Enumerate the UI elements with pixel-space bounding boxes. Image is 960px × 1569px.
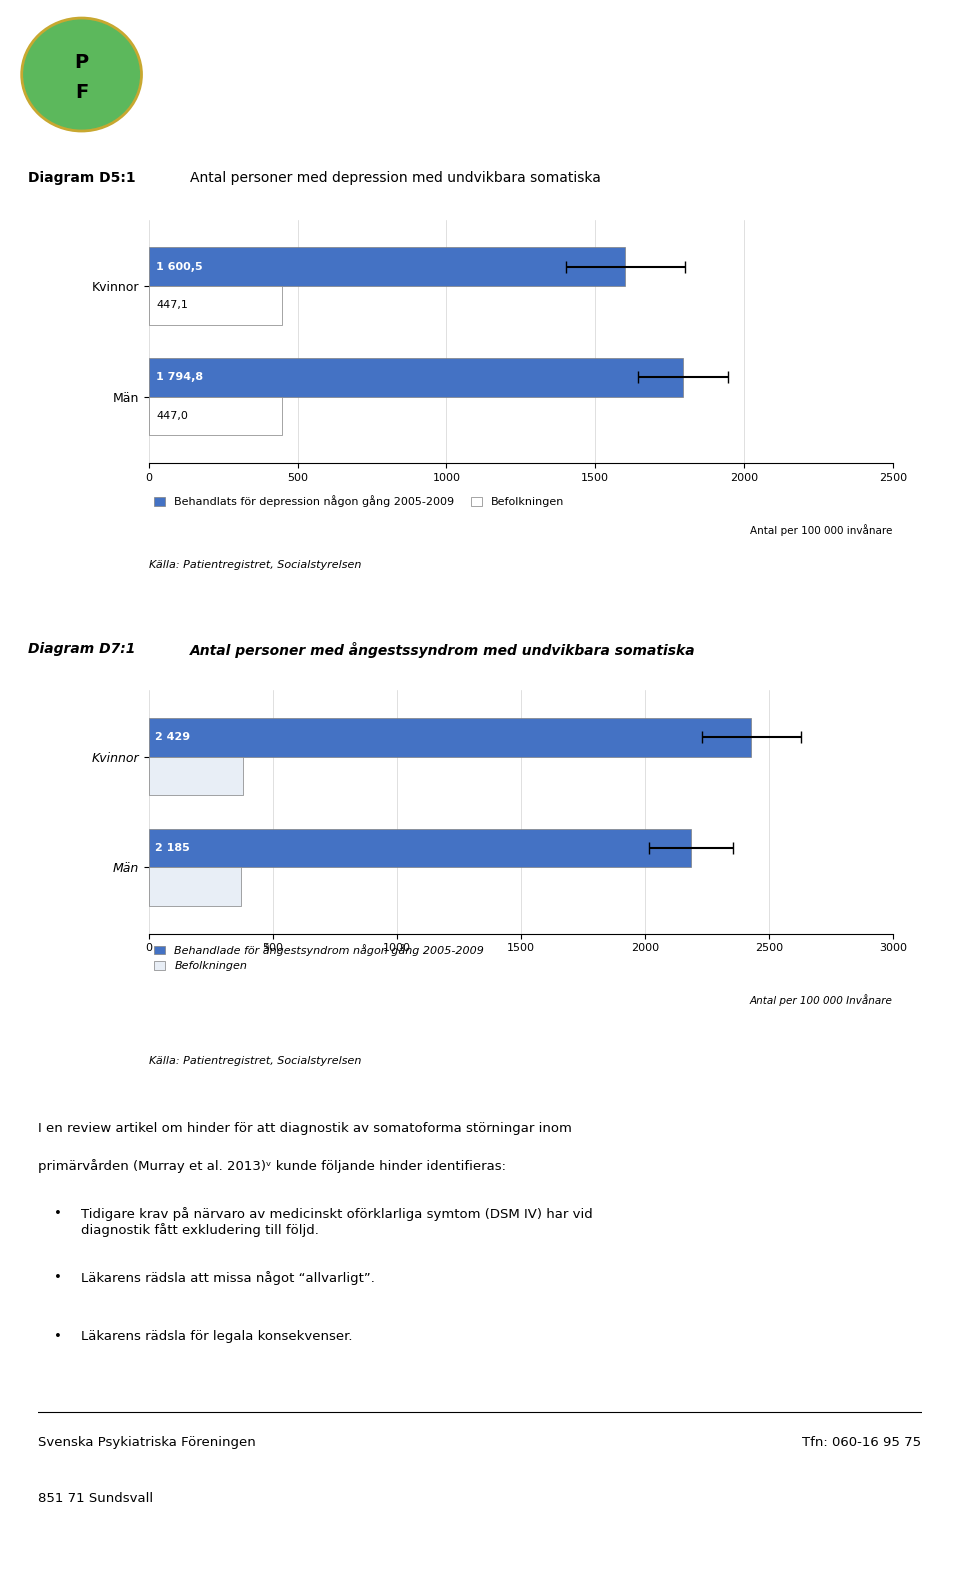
Text: Diagram D5:1: Diagram D5:1 <box>29 171 136 185</box>
Text: 447,0: 447,0 <box>156 411 188 420</box>
Text: Källa: Patientregistret, Socialstyrelsen: Källa: Patientregistret, Socialstyrelsen <box>149 560 361 570</box>
Bar <box>149 828 690 868</box>
Text: Antal per 100 000 Invånare: Antal per 100 000 Invånare <box>750 995 893 1006</box>
Bar <box>149 358 683 397</box>
Text: 1 794,8: 1 794,8 <box>156 372 204 383</box>
Text: 1 600,5: 1 600,5 <box>156 262 203 271</box>
Text: P: P <box>75 53 88 72</box>
Text: •: • <box>55 1207 62 1221</box>
Text: 851 71 Sundsvall: 851 71 Sundsvall <box>38 1492 154 1505</box>
Text: Svenska Psykiatriska Föreningen: Svenska Psykiatriska Föreningen <box>38 1437 256 1450</box>
Text: Antal personer med depression med undvikbara somatiska: Antal personer med depression med undvik… <box>190 171 601 185</box>
Text: F: F <box>75 83 88 102</box>
Text: Antal per 100 000 invånare: Antal per 100 000 invånare <box>751 524 893 535</box>
Bar <box>149 868 241 905</box>
Text: Läkarens rädsla att missa något “allvarligt”.: Läkarens rädsla att missa något “allvarl… <box>81 1271 374 1285</box>
Bar <box>149 719 751 756</box>
Text: Källa: Patientregistret, Socialstyrelsen: Källa: Patientregistret, Socialstyrelsen <box>149 1056 361 1067</box>
Text: Diagram D7:1: Diagram D7:1 <box>29 642 135 656</box>
Text: Tfn: 060-16 95 75: Tfn: 060-16 95 75 <box>803 1437 922 1450</box>
Circle shape <box>23 19 140 130</box>
Text: Antal personer med ångestssyndrom med undvikbara somatiska: Antal personer med ångestssyndrom med un… <box>190 642 695 657</box>
Text: primärvården (Murray et al. 2013)ᵛ kunde följande hinder identifieras:: primärvården (Murray et al. 2013)ᵛ kunde… <box>38 1159 507 1174</box>
Text: Läkarens rädsla för legala konsekvenser.: Läkarens rädsla för legala konsekvenser. <box>81 1331 352 1343</box>
Text: Tidigare krav på närvaro av medicinskt oförklarliga symtom (DSM IV) har vid
diag: Tidigare krav på närvaro av medicinskt o… <box>81 1207 592 1238</box>
Text: 2 429: 2 429 <box>155 733 190 742</box>
Bar <box>149 248 625 286</box>
Legend: Behandlade för ångestsyndrom någon gång 2005-2009, Befolkningen: Behandlade för ångestsyndrom någon gång … <box>155 945 484 971</box>
Text: •: • <box>55 1331 62 1343</box>
Bar <box>149 286 282 325</box>
Text: Åldersstandardiserade värden: Åldersstandardiserade värden <box>190 786 427 800</box>
Text: slutenvårdstillfällen per 100 000 invånare, 2010. 20–59 år.: slutenvårdstillfällen per 100 000 invåna… <box>190 714 647 730</box>
Text: I en review artikel om hinder för att diagnostik av somatoforma störningar inom: I en review artikel om hinder för att di… <box>38 1122 572 1134</box>
Bar <box>149 397 282 435</box>
Legend: Behandlats för depression någon gång 2005-2009, Befolkningen: Behandlats för depression någon gång 200… <box>155 496 564 507</box>
Bar <box>149 756 243 795</box>
Text: 447,1: 447,1 <box>156 300 188 311</box>
Text: 2 185: 2 185 <box>155 843 190 854</box>
Text: slutenvårdstillfällen per 100 000 invånare, 2010. 20-59 år: slutenvårdstillfällen per 100 000 invåna… <box>190 240 591 256</box>
Text: •: • <box>55 1271 62 1283</box>
